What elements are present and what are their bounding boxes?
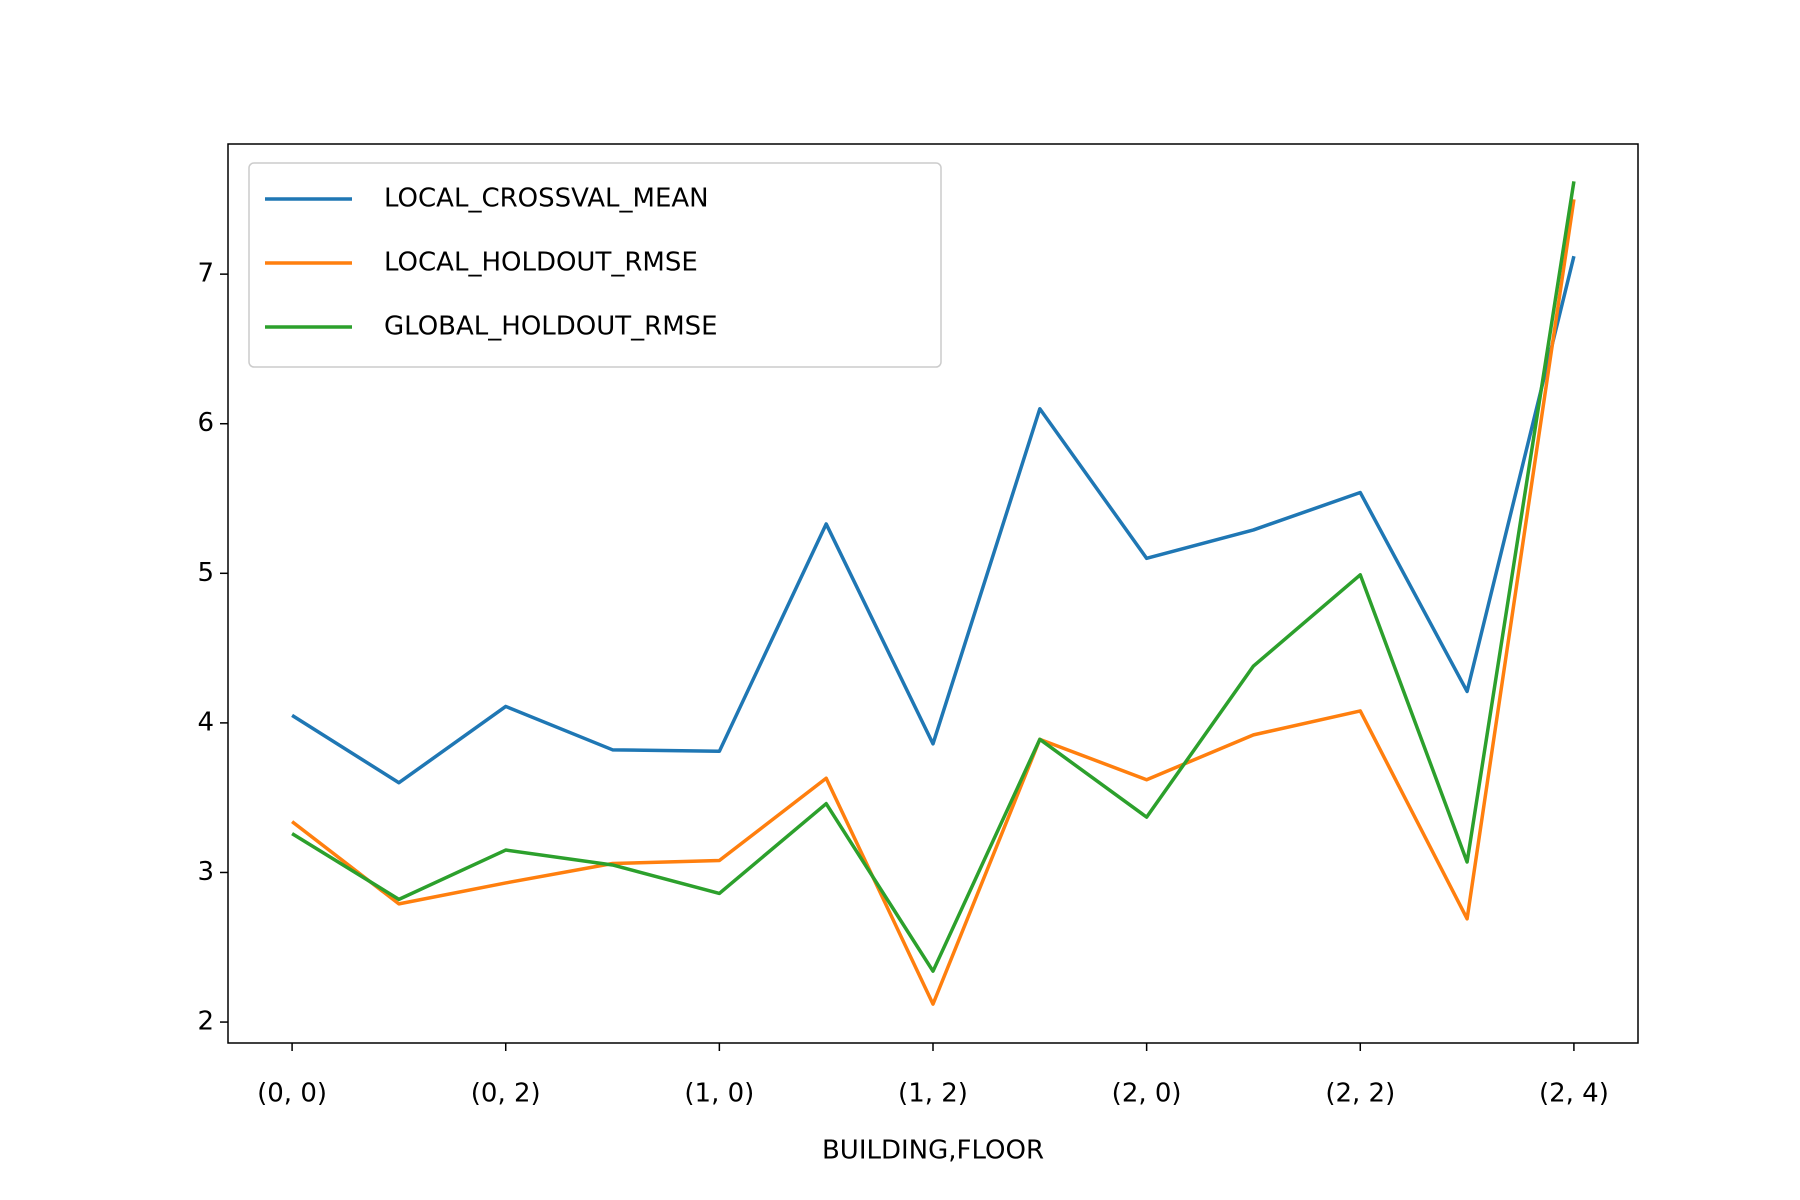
x-tick-label: (0, 0) [257,1079,327,1109]
plot-frame [227,143,1639,1044]
y-tick-label: 7 [197,259,214,289]
line-series [291,181,1576,973]
line-series [291,255,1576,785]
y-tick-label: 4 [197,707,214,737]
y-tick-label: 3 [197,857,214,887]
legend: LOCAL_CROSSVAL_MEAN LOCAL_HOLDOUT_RMSE GLO… [248,162,942,368]
legend-label: GLOBAL_HOLDOUT_RMSE [384,312,718,342]
x-tick-label: (0, 2) [471,1079,541,1109]
x-tick-label: (2, 2) [1325,1079,1395,1109]
legend-box [248,162,942,368]
y-tick-label: 6 [197,408,214,438]
legend-label: LOCAL_HOLDOUT_RMSE [384,248,698,278]
x-tick-label: (1, 2) [898,1079,968,1109]
x-axis-label: BUILDING,FLOOR [822,1136,1044,1166]
y-tick-label: 2 [197,1007,214,1037]
y-tick-label: 5 [197,558,214,588]
x-tick-label: (1, 0) [684,1079,754,1109]
x-tick-label: (2, 4) [1539,1079,1609,1109]
legend-label: LOCAL_CROSSVAL_MEAN [384,184,709,214]
x-tick-label: (2, 0) [1112,1079,1182,1109]
line-series [291,199,1576,1006]
